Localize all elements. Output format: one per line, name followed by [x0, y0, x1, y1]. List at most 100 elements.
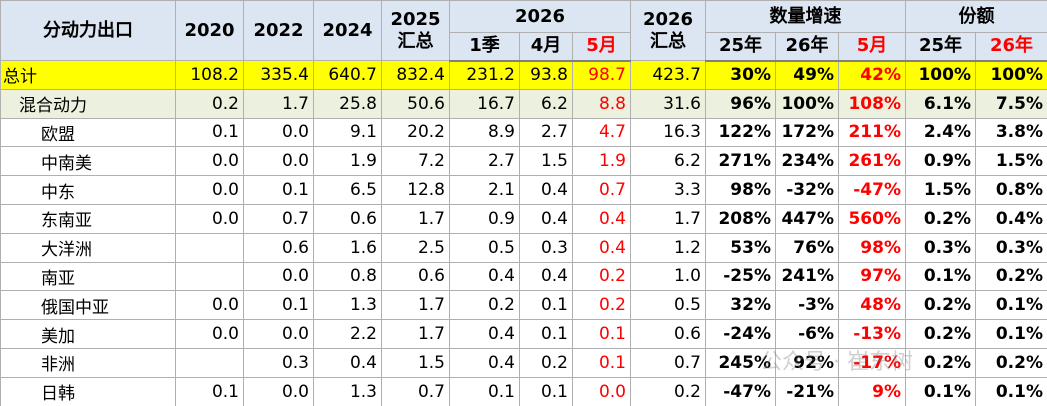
subheader-row: 1季 4月 5月 25年 26年 5月 25年 26年	[1, 32, 1047, 62]
data-cell: -17%	[838, 347, 906, 378]
data-cell: 1.3	[313, 376, 382, 406]
data-cell: 0.8%	[975, 175, 1047, 205]
header-text: 2020	[184, 19, 235, 41]
row-label: 中东	[0, 175, 176, 205]
data-cell: 0.0	[175, 175, 244, 205]
data-cell: 640.7	[313, 60, 382, 90]
data-cell: 0.0	[175, 319, 244, 349]
data-cell: 2.1	[449, 175, 520, 205]
data-cell: 0.0	[243, 319, 314, 349]
data-cell: 50.6	[381, 88, 450, 119]
data-cell: 98.7	[572, 60, 631, 90]
subheader-cell: 25年	[705, 32, 776, 62]
data-cell: 245%	[705, 347, 776, 378]
data-row: 俄国中亚 0.0 0.1 1.3 1.7 0.2 0.1 0.2 0.5 32% -3% 48% 0.2…	[0, 290, 1047, 321]
data-cell: 93.8	[519, 60, 573, 90]
data-cell: 1.5	[381, 347, 450, 378]
row-label: 日韩	[0, 376, 176, 406]
data-cell: 0.2%	[905, 290, 976, 321]
row-label: 非洲	[0, 347, 176, 378]
header-text: 汇总	[650, 30, 686, 52]
data-cell: 49%	[775, 60, 839, 90]
header-cell: 数量增速	[705, 0, 906, 33]
data-cell: 30%	[705, 60, 776, 90]
data-cell: 0.8	[313, 261, 382, 292]
data-cell: 8.8	[572, 88, 631, 119]
header-text: 2022	[253, 19, 304, 41]
data-cell	[175, 261, 244, 292]
data-cell: 0.1	[519, 290, 573, 321]
data-cell: 8.9	[449, 117, 520, 148]
subheader-cell: 26年	[975, 32, 1047, 62]
header-cell: 2020	[175, 0, 244, 61]
data-row: 非洲 0.3 0.4 1.5 0.4 0.2 0.1 0.7 245% 92% -17% 0.2% 0.…	[0, 347, 1047, 378]
data-cell: 0.6	[630, 319, 706, 349]
data-cell: 447%	[775, 203, 839, 234]
data-cell: 261%	[838, 146, 906, 177]
data-cell: 2.4%	[905, 117, 976, 148]
data-cell: 0.6	[313, 203, 382, 234]
header-text: 汇总	[397, 30, 434, 52]
data-cell: 42%	[838, 60, 906, 90]
data-cell: 0.0	[243, 261, 314, 292]
data-cell: 9%	[838, 376, 906, 406]
data-cell: 6.2	[630, 146, 706, 177]
subheader-cell: 4月	[519, 32, 573, 62]
data-cell: 1.7	[243, 88, 314, 119]
data-cell: 0.4	[313, 347, 382, 378]
data-row: 美加 0.0 0.0 2.2 1.7 0.4 0.1 0.1 0.6 -24% -6% -13% 0.2…	[0, 319, 1047, 349]
data-cell: 0.1	[243, 175, 314, 205]
data-cell: 0.4	[519, 175, 573, 205]
data-cell: 48%	[838, 290, 906, 321]
data-cell: 423.7	[630, 60, 706, 90]
data-cell: 0.6	[243, 232, 314, 263]
header-cell: 2026 汇总	[630, 0, 706, 61]
subheader-cell: 1季	[449, 32, 520, 62]
data-cell: -6%	[775, 319, 839, 349]
data-cell: 0.1	[519, 319, 573, 349]
data-cell: 1.5	[519, 146, 573, 177]
data-cell: 1.7	[381, 319, 450, 349]
data-cell: 0.2	[449, 290, 520, 321]
data-row: 中南美 0.0 0.0 1.9 7.2 2.7 1.5 1.9 6.2 271% 234% 261% 0…	[0, 146, 1047, 177]
data-cell: 0.1%	[905, 261, 976, 292]
data-cell: 0.1	[175, 376, 244, 406]
data-cell: 335.4	[243, 60, 314, 90]
data-cell: 6.5	[313, 175, 382, 205]
data-cell: 122%	[705, 117, 776, 148]
data-cell	[175, 347, 244, 378]
data-row: 南亚 0.0 0.8 0.6 0.4 0.4 0.2 1.0 -25% 241% 97% 0.1% 0.…	[0, 261, 1047, 292]
data-cell: 3.8%	[975, 117, 1047, 148]
data-cell: 0.4	[519, 261, 573, 292]
data-cell: 0.2%	[905, 319, 976, 349]
data-row: 大洋洲 0.6 1.6 2.5 0.5 0.3 0.4 1.2 53% 76% 98% 0.3% 0.3…	[0, 232, 1047, 263]
header-text: 2024	[322, 19, 373, 41]
header-text: 2025	[390, 8, 441, 30]
data-cell: -24%	[705, 319, 776, 349]
data-cell: 0.4%	[975, 203, 1047, 234]
data-cell: 0.1%	[975, 319, 1047, 349]
row-label: 东南亚	[0, 203, 176, 234]
data-cell: 1.5%	[975, 146, 1047, 177]
data-cell: 0.2	[572, 261, 631, 292]
data-cell: 16.7	[449, 88, 520, 119]
data-cell: 0.5	[449, 232, 520, 263]
data-cell: -13%	[838, 319, 906, 349]
header-cell: 2026	[449, 0, 631, 33]
data-cell: 0.0	[243, 117, 314, 148]
data-cell: 211%	[838, 117, 906, 148]
data-cell: 0.0	[572, 376, 631, 406]
header-text: 份额	[958, 5, 995, 27]
data-cell: 0.4	[449, 261, 520, 292]
data-cell: 0.0	[243, 146, 314, 177]
data-cell: -47%	[838, 175, 906, 205]
data-cell: 0.4	[449, 319, 520, 349]
data-cell: 2.2	[313, 319, 382, 349]
data-cell: 172%	[775, 117, 839, 148]
data-cell: 100%	[975, 60, 1047, 90]
data-cell: 7.5%	[975, 88, 1047, 119]
data-cell: 1.3	[313, 290, 382, 321]
row-label: 中南美	[0, 146, 176, 177]
data-cell: 0.2	[175, 88, 244, 119]
